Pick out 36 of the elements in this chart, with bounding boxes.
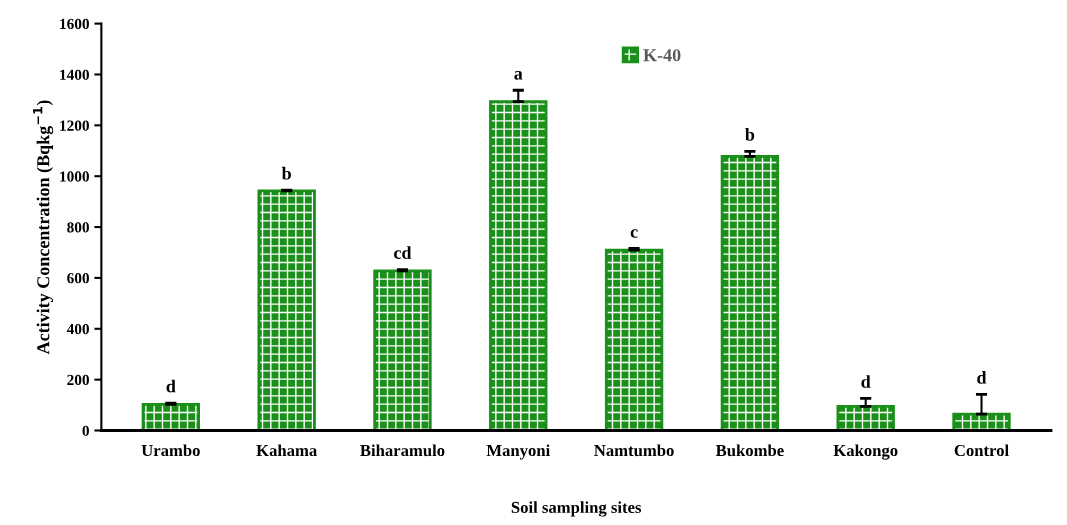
bar (373, 269, 432, 431)
y-tick-label: 800 (67, 222, 89, 233)
bar (489, 100, 548, 431)
annotation: b (745, 127, 755, 141)
y-axis-title: Activity Concentration (Bqkg$^{−1}$) (33, 100, 54, 355)
y-tick-label: 600 (67, 273, 89, 284)
x-tick-label: Manyoni (486, 444, 550, 460)
annotation: cd (394, 246, 412, 259)
y-tick-label: 400 (66, 323, 89, 335)
bar (141, 402, 201, 431)
bar (952, 412, 1011, 431)
x-tick-label: Namtumbo (594, 444, 674, 457)
annotation: d (977, 371, 987, 384)
y-tick-label: 1400 (60, 69, 89, 80)
y-tick-label: 1000 (60, 171, 89, 182)
annotation: c (630, 229, 638, 238)
bar (720, 154, 780, 431)
y-tick-label: 200 (67, 374, 89, 386)
legend-label: K-40 (643, 49, 681, 62)
y-tick-label: 0 (82, 425, 89, 436)
bar (836, 404, 895, 431)
bar (257, 189, 316, 431)
y-tick-label: 1200 (60, 120, 89, 131)
annotation: d (166, 379, 176, 393)
y-tick-label: 1600 (60, 18, 89, 30)
x-tick-label: Kakongo (833, 444, 898, 460)
x-tick-label: Bukombe (715, 444, 784, 457)
annotation: b (281, 166, 291, 180)
x-tick-label: Urambo (141, 444, 200, 457)
annotation: a (514, 70, 523, 80)
x-tick-label: Control (954, 444, 1009, 457)
x-tick-label: Kahama (256, 444, 317, 457)
x-axis-title: Soil sampling sites (511, 501, 642, 517)
annotation: d (861, 375, 871, 388)
x-tick-label: Biharamulo (360, 444, 445, 457)
bar (604, 248, 664, 431)
